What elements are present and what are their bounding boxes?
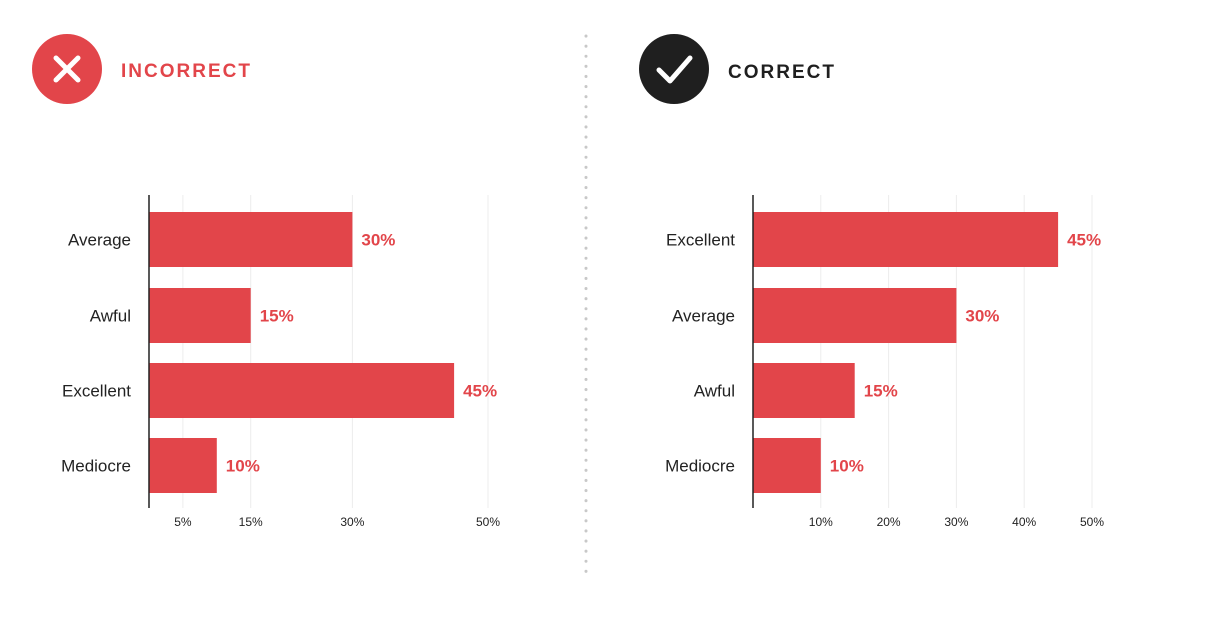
correct-bar-chart: Excellent 45% Average 30% Awful 15% Mediocre 10… (665, 195, 1104, 529)
correct-heading: CORRECT (728, 62, 836, 83)
bar-average (149, 212, 353, 267)
x-tick-label: 10% (809, 515, 833, 529)
x-icon (53, 55, 81, 83)
category-label: Mediocre (665, 457, 735, 476)
x-tick-label: 50% (1080, 515, 1104, 529)
category-label: Awful (90, 307, 131, 326)
check-icon (656, 55, 693, 84)
correct-badge (639, 34, 709, 104)
bar-excellent (149, 363, 455, 418)
value-label: 30% (361, 231, 395, 250)
bar-awful (753, 363, 855, 418)
category-label: Awful (694, 382, 735, 401)
x-tick-label: 40% (1012, 515, 1036, 529)
x-tick-label: 50% (476, 515, 500, 529)
x-tick-label: 30% (340, 515, 364, 529)
incorrect-bar-chart: Average 30% Awful 15% Excellent 45% Mediocre 10… (61, 195, 500, 529)
value-label: 45% (1067, 231, 1101, 250)
category-label: Excellent (666, 231, 735, 250)
x-tick-label: 30% (944, 515, 968, 529)
x-tick-label: 5% (174, 515, 192, 529)
x-tick-label: 20% (877, 515, 901, 529)
x-tick-label: 15% (239, 515, 263, 529)
category-label: Average (68, 231, 131, 250)
category-label: Average (672, 307, 735, 326)
category-label: Mediocre (61, 457, 131, 476)
value-label: 15% (260, 307, 294, 326)
panel-header-correct: CORRECT (639, 34, 836, 104)
category-label: Excellent (62, 382, 131, 401)
bar-mediocre (753, 438, 821, 493)
bar-awful (149, 288, 251, 343)
bar-excellent (753, 212, 1059, 267)
value-label: 15% (864, 382, 898, 401)
bar-average (753, 288, 957, 343)
panel-header-incorrect: INCORRECT (32, 34, 252, 104)
bar-mediocre (149, 438, 217, 493)
value-label: 45% (463, 382, 497, 401)
incorrect-heading: INCORRECT (121, 61, 252, 82)
value-label: 30% (965, 307, 999, 326)
value-label: 10% (830, 457, 864, 476)
value-label: 10% (226, 457, 260, 476)
